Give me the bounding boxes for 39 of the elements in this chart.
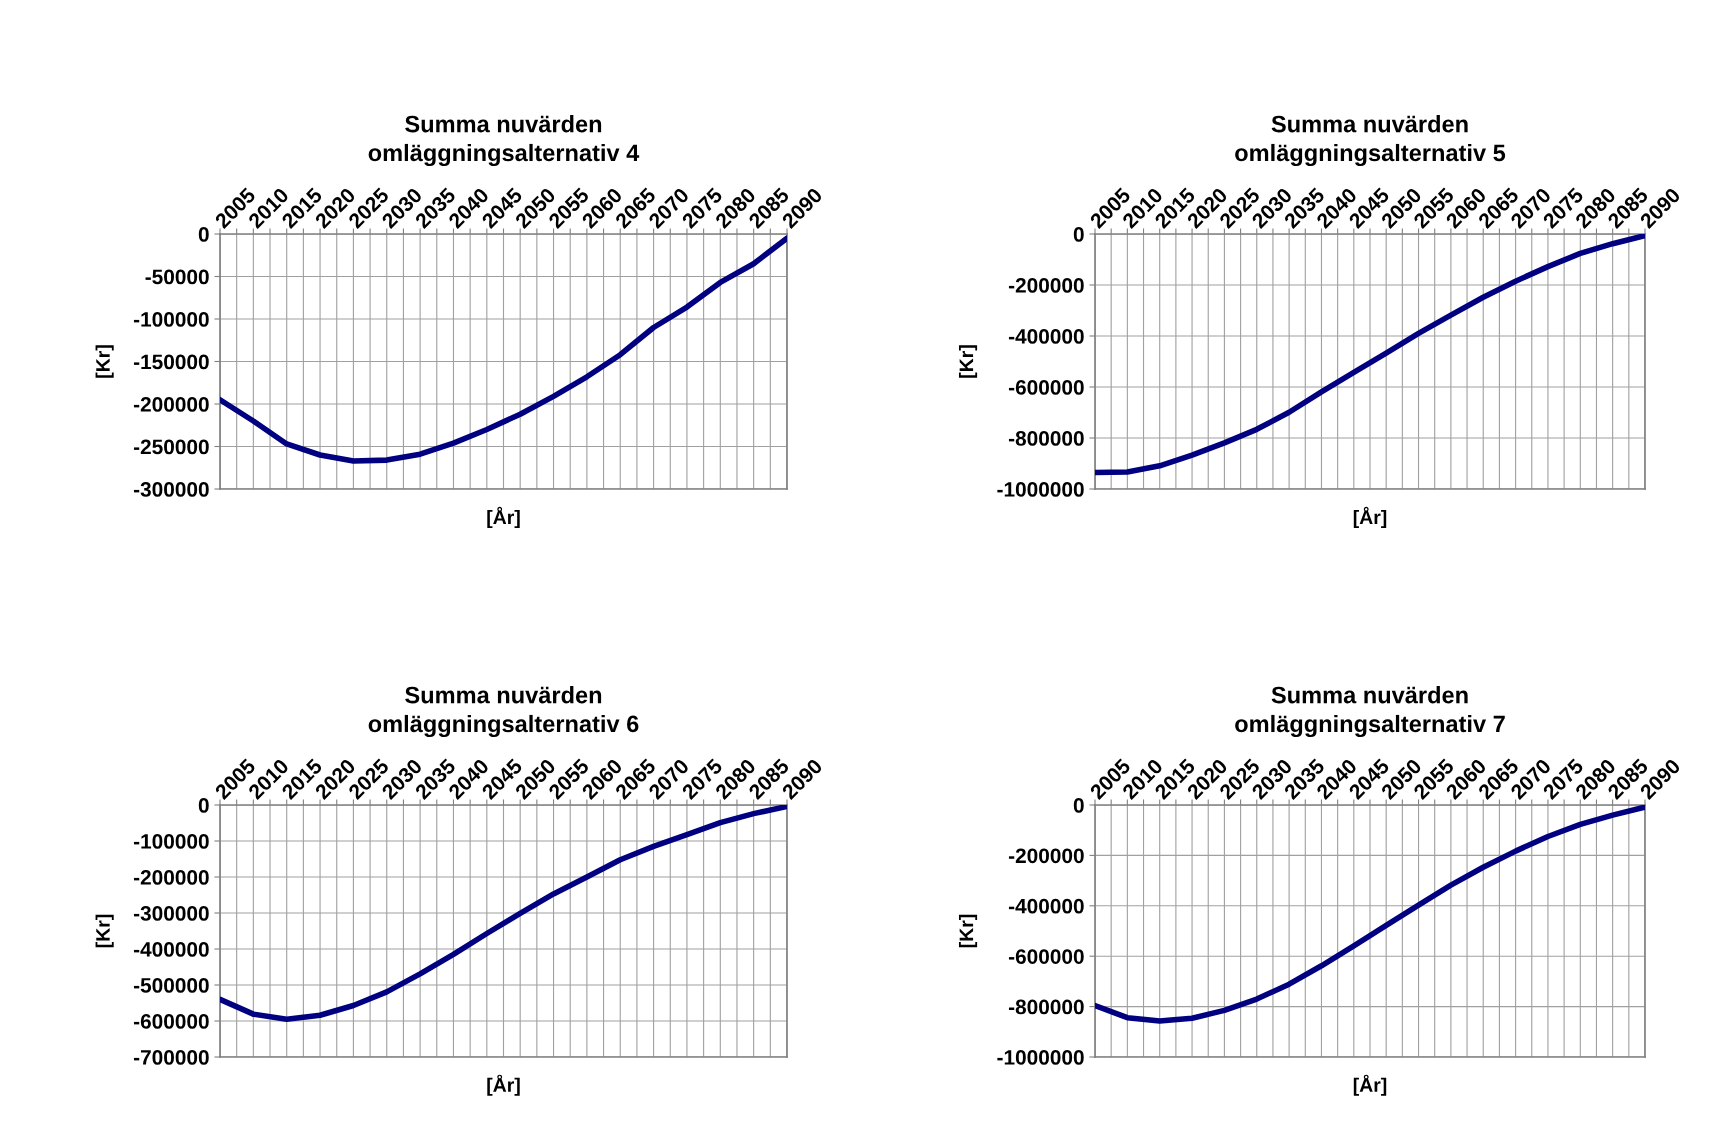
y-tick-label: -400000 bbox=[133, 942, 209, 957]
y-tick-label: -150000 bbox=[133, 354, 209, 370]
y-tick-label: -800000 bbox=[1008, 431, 1084, 446]
y-tick-label: 0 bbox=[1073, 227, 1084, 242]
y-tick-label: -250000 bbox=[133, 439, 209, 455]
x-axis-title: [År] bbox=[487, 1074, 520, 1096]
x-axis-title: [År] bbox=[487, 506, 520, 529]
chart-title: Summa nuvärden omläggningsalternativ 4 bbox=[368, 115, 640, 167]
x-axis-title: [År] bbox=[1353, 506, 1387, 529]
y-tick-label: -200000 bbox=[133, 397, 209, 412]
y-tick-label: -200000 bbox=[1008, 278, 1084, 293]
y-tick-label: 0 bbox=[198, 798, 209, 813]
y-tick-label: -100000 bbox=[133, 312, 209, 327]
y-tick-label: -200000 bbox=[133, 870, 209, 885]
y-axis-title: [Kr] bbox=[95, 345, 114, 378]
y-tick-label: -400000 bbox=[1008, 329, 1084, 344]
y-tick-label: -300000 bbox=[133, 482, 209, 497]
y-tick-label: -200000 bbox=[1008, 848, 1084, 864]
y-axis-title: [Kr] bbox=[958, 345, 978, 378]
y-tick-label: -1000000 bbox=[997, 482, 1084, 497]
chart-title: Summa nuvärden omläggningsalternativ 7 bbox=[1235, 686, 1505, 738]
y-axis-title: [Kr] bbox=[958, 914, 978, 948]
y-tick-label: -600000 bbox=[133, 1014, 209, 1029]
y-tick-label: -100000 bbox=[133, 834, 209, 849]
y-tick-label: -800000 bbox=[1008, 999, 1084, 1015]
y-tick-label: -50000 bbox=[145, 269, 209, 285]
y-tick-label: -600000 bbox=[1008, 949, 1084, 964]
y-tick-label: -400000 bbox=[1008, 898, 1084, 914]
y-tick-label: 0 bbox=[1073, 798, 1084, 813]
chart-title: Summa nuvärden omläggningsalternativ 6 bbox=[368, 686, 639, 738]
chart-title: Summa nuvärden omläggningsalternativ 5 bbox=[1235, 115, 1506, 167]
y-tick-label: -600000 bbox=[1008, 380, 1084, 395]
y-tick-label: 0 bbox=[198, 227, 209, 242]
y-axis-title: [Kr] bbox=[95, 914, 114, 948]
y-tick-label: -300000 bbox=[133, 906, 209, 921]
x-axis-title: [År] bbox=[1353, 1074, 1387, 1096]
y-tick-label: -1000000 bbox=[997, 1050, 1084, 1065]
y-tick-label: -700000 bbox=[133, 1050, 209, 1065]
y-tick-label: -500000 bbox=[133, 978, 209, 993]
